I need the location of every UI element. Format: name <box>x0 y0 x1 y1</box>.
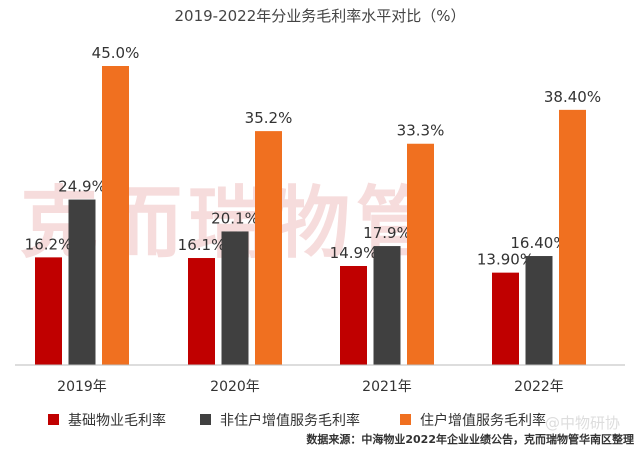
data-label: 38.40% <box>544 88 601 106</box>
data-label: 45.0% <box>92 44 140 62</box>
data-label: 13.90% <box>477 251 534 269</box>
data-label: 16.2% <box>25 235 73 253</box>
legend-swatch <box>200 414 211 425</box>
bar-1-0 <box>68 199 96 365</box>
data-label: 16.1% <box>178 236 226 254</box>
data-label: 16.40% <box>510 234 567 252</box>
legend-swatch <box>48 414 59 425</box>
legend-swatch <box>400 414 411 425</box>
data-label: 24.9% <box>58 178 106 196</box>
legend-label: 基础物业毛利率 <box>68 412 166 429</box>
bar-1-1 <box>221 231 249 365</box>
bar-0-1 <box>188 258 215 365</box>
x-tick-label: 2021年 <box>362 379 412 395</box>
source-note: 数据来源：中海物业2022年企业业绩公告，克而瑞物管华南区整理 <box>306 432 634 446</box>
legend-label: 住户增值服务毛利率 <box>420 412 546 429</box>
bar-0-2 <box>340 265 367 365</box>
x-tick-label: 2022年 <box>514 379 564 395</box>
bar-1-3 <box>525 256 553 365</box>
bar-0-0 <box>35 257 62 365</box>
data-label: 33.3% <box>397 122 445 140</box>
bar-2-0 <box>102 66 129 365</box>
chart-title: 2019-2022年分业务毛利率水平对比（%） <box>174 7 465 25</box>
bar-2-2 <box>407 143 434 365</box>
bar-2-1 <box>255 131 282 365</box>
data-label: 14.9% <box>330 244 378 262</box>
data-label: 17.9% <box>363 224 411 242</box>
x-tick-label: 2019年 <box>57 379 107 395</box>
watermark-2: @中物研协 <box>545 414 620 432</box>
bar-0-3 <box>492 272 519 365</box>
data-label: 35.2% <box>245 109 293 127</box>
data-label: 20.1% <box>211 209 259 227</box>
bar-2-3 <box>559 109 586 365</box>
x-tick-label: 2020年 <box>210 379 260 395</box>
legend-label: 非住户增值服务毛利率 <box>220 412 360 429</box>
bar-1-2 <box>373 246 401 365</box>
